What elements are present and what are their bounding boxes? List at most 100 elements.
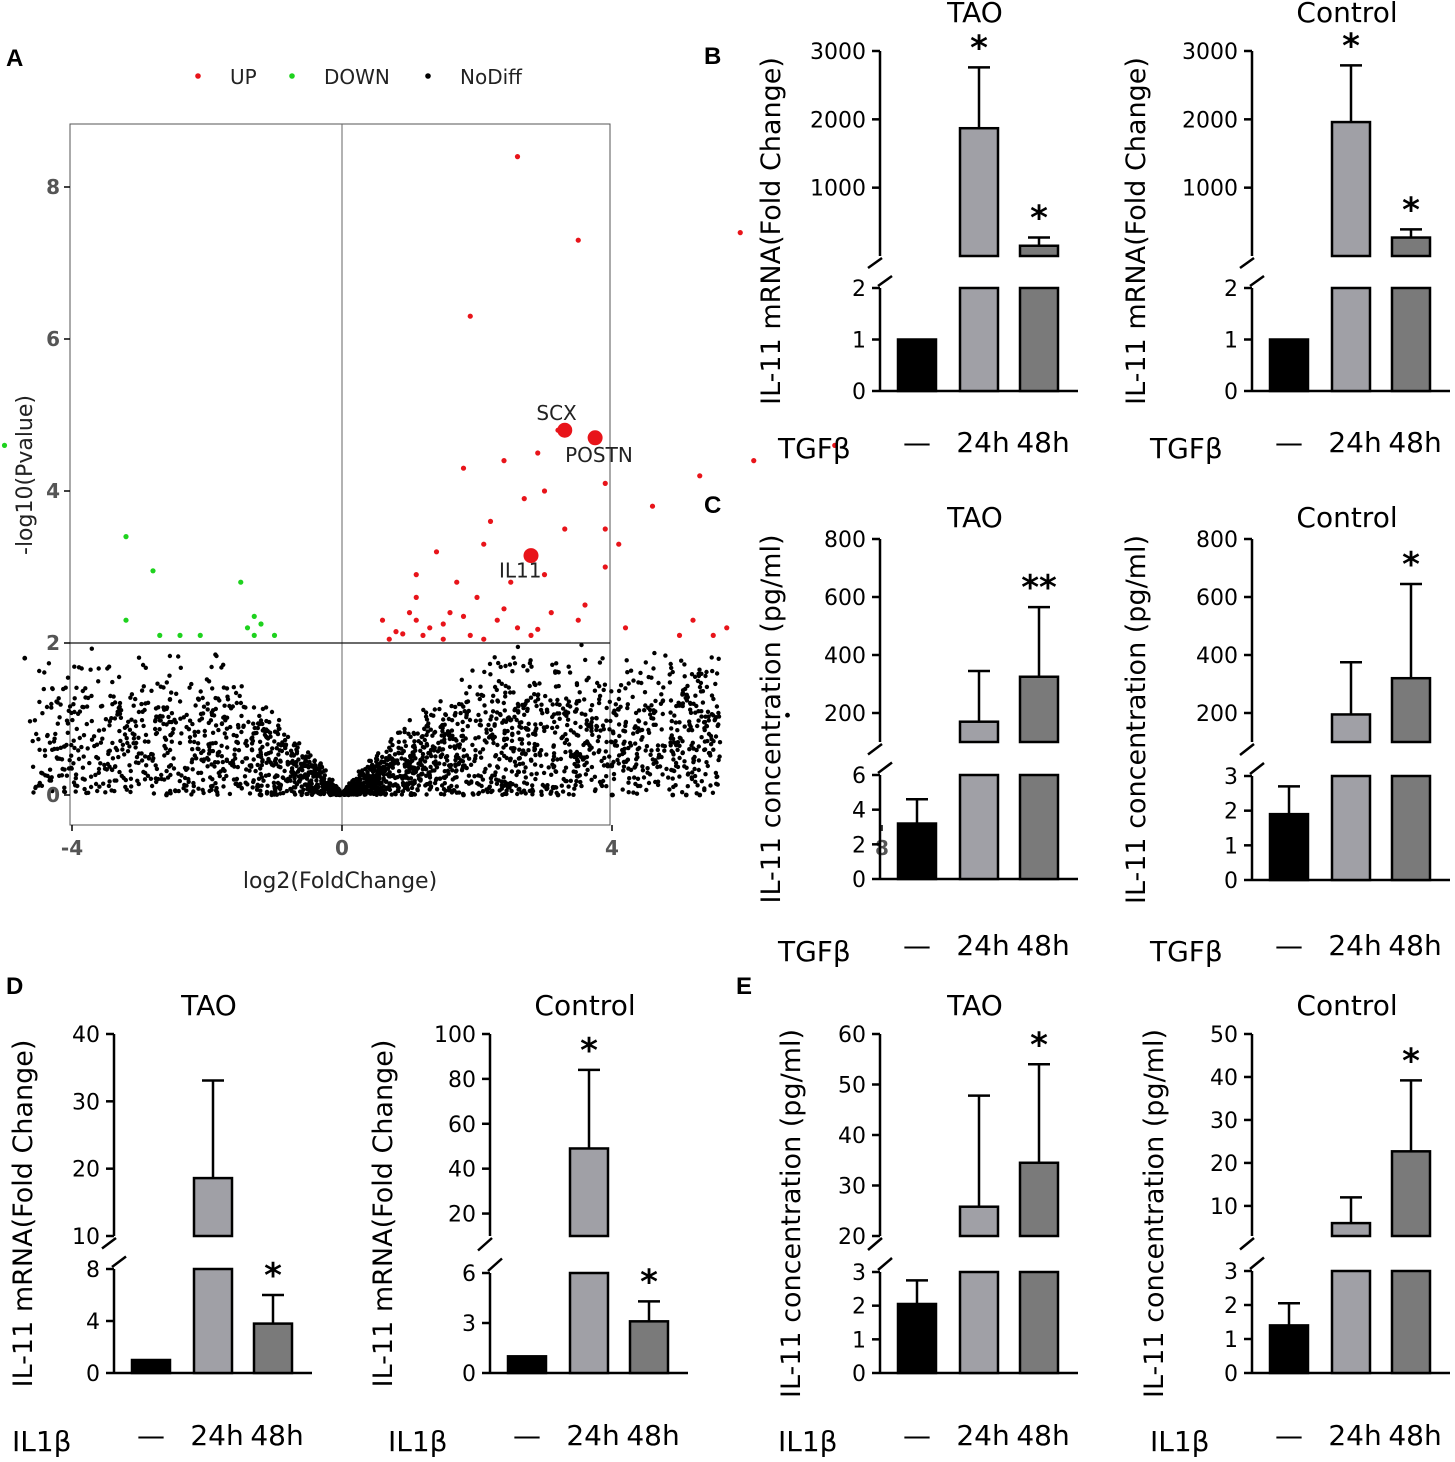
nodiff-point [402, 757, 408, 762]
nodiff-point [247, 768, 252, 773]
nodiff-point [432, 729, 438, 735]
nodiff-point [424, 732, 429, 738]
nodiff-point [279, 748, 285, 754]
nodiff-point [437, 706, 442, 712]
nodiff-point [649, 748, 654, 753]
nodiff-point [264, 789, 270, 795]
bar-lower-segment [1018, 1270, 1060, 1375]
bar-48h [1390, 1150, 1432, 1238]
nodiff-point [581, 742, 586, 748]
chart-title: TAO [946, 0, 1003, 29]
nodiff-point [502, 753, 507, 759]
nodiff-point [653, 698, 658, 704]
nodiff-point [220, 759, 225, 765]
nodiff-point [387, 781, 392, 786]
nodiff-point [513, 783, 519, 788]
nodiff-point [255, 784, 260, 789]
y-tick-label: 0 [1224, 380, 1238, 405]
nodiff-point [711, 713, 716, 718]
nodiff-point [682, 724, 687, 729]
nodiff-point [669, 718, 674, 724]
nodiff-point [54, 699, 59, 704]
nodiff-point [427, 773, 432, 778]
up-point [575, 617, 581, 623]
y-tick-label: 2000 [1182, 108, 1238, 133]
nodiff-point [107, 779, 112, 784]
up-point [602, 526, 608, 532]
nodiff-point [461, 792, 466, 798]
nodiff-point [623, 719, 629, 725]
nodiff-point [189, 681, 194, 687]
nodiff-point [321, 785, 326, 790]
nodiff-point [304, 791, 309, 797]
nodiff-point [98, 740, 104, 745]
nodiff-point [76, 756, 82, 762]
nodiff-point [560, 734, 565, 739]
nodiff-point [89, 737, 95, 742]
nodiff-point [264, 727, 269, 732]
nodiff-point [511, 749, 516, 754]
nodiff-point [604, 718, 609, 723]
nodiff-point [680, 790, 685, 795]
nodiff-point [459, 768, 465, 773]
nodiff-point [318, 762, 323, 768]
nodiff-point [477, 722, 482, 728]
nodiff-point [529, 758, 534, 763]
nodiff-point [104, 767, 110, 772]
nodiff-point [126, 719, 131, 724]
nodiff-point [421, 707, 426, 713]
nodiff-point [273, 787, 278, 793]
nodiff-point [671, 757, 676, 762]
nodiff-point [503, 663, 508, 669]
nodiff-point [675, 747, 680, 753]
nodiff-point [276, 752, 281, 757]
axis-break-mark [877, 274, 893, 288]
nodiff-point [235, 740, 241, 746]
y-axis-label: IL-11 concentration (pg/ml) [756, 534, 787, 903]
nodiff-point [668, 698, 674, 703]
nodiff-point [58, 702, 63, 707]
nodiff-point [626, 745, 631, 751]
y-tick-label: 0 [46, 783, 60, 807]
nodiff-point [205, 764, 210, 769]
up-point [386, 636, 392, 642]
nodiff-point [597, 684, 602, 689]
nodiff-point [403, 784, 408, 789]
nodiff-point [81, 705, 86, 710]
nodiff-point [57, 715, 62, 720]
bar-lower-segment [1330, 1269, 1372, 1375]
significance-marker: * [580, 1031, 598, 1071]
nodiff-point [162, 753, 167, 758]
nodiff-point [190, 721, 195, 727]
nodiff-point [568, 778, 573, 783]
nodiff-point [133, 745, 138, 750]
nodiff-point [55, 746, 60, 751]
up-point [751, 458, 757, 464]
y-tick-label: 0 [1224, 1362, 1238, 1387]
nodiff-point [152, 726, 158, 732]
nodiff-point [630, 694, 635, 700]
nodiff-point [702, 719, 708, 725]
y-tick-label: 100 [434, 1023, 476, 1048]
nodiff-point [89, 718, 95, 724]
nodiff-point [523, 752, 528, 757]
significance-marker: * [1402, 1041, 1420, 1081]
nodiff-point [453, 704, 458, 710]
nodiff-point [497, 711, 503, 717]
nodiff-point [322, 773, 327, 778]
nodiff-point [548, 791, 553, 796]
nodiff-point [668, 740, 673, 745]
treatment-label: TGFβ [1149, 432, 1223, 465]
nodiff-point [270, 746, 275, 751]
nodiff-point [560, 789, 566, 794]
nodiff-point [516, 756, 522, 761]
nodiff-point [55, 721, 60, 726]
nodiff-point [684, 698, 690, 703]
nodiff-point [158, 718, 163, 723]
significance-marker: ** [1021, 568, 1057, 608]
nodiff-point [612, 711, 617, 716]
nodiff-point [616, 696, 622, 702]
nodiff-point [191, 789, 196, 794]
nodiff-point [613, 739, 618, 744]
nodiff-point [515, 701, 521, 707]
